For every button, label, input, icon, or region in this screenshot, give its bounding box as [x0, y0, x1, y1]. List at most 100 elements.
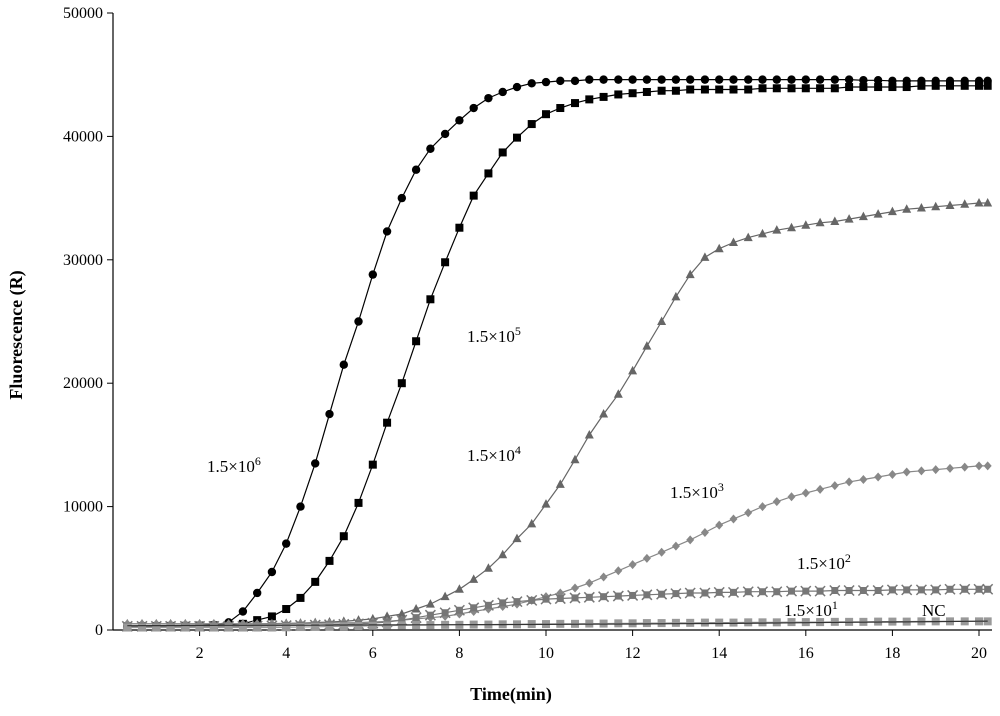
- x-tick-label: 4: [282, 645, 290, 662]
- data-point: [556, 104, 565, 113]
- data-point: [339, 622, 348, 631]
- data-point: [585, 75, 594, 84]
- data-point: [628, 75, 637, 84]
- data-point: [583, 591, 595, 603]
- data-point: [411, 165, 421, 174]
- data-point: [585, 95, 594, 104]
- data-point: [729, 514, 738, 524]
- data-point: [613, 389, 623, 398]
- data-point: [801, 75, 811, 84]
- data-point: [844, 75, 854, 84]
- data-point: [540, 593, 552, 605]
- data-point: [982, 583, 994, 595]
- series-label-3: 1.5×104: [467, 443, 521, 465]
- data-point: [715, 85, 724, 94]
- data-point: [584, 430, 594, 439]
- data-point: [657, 547, 666, 557]
- data-point: [614, 75, 623, 84]
- data-point: [238, 623, 247, 632]
- data-point: [498, 87, 507, 97]
- data-point: [527, 518, 537, 528]
- data-point: [339, 532, 348, 541]
- data-point: [311, 622, 320, 631]
- data-point: [671, 541, 680, 551]
- data-point: [570, 454, 580, 464]
- data-point: [512, 82, 522, 92]
- data-point: [209, 623, 218, 632]
- data-point: [758, 75, 767, 84]
- data-point: [253, 623, 262, 632]
- data-point: [497, 597, 509, 609]
- data-point: [888, 470, 897, 480]
- data-point: [599, 572, 608, 582]
- data-point: [801, 220, 811, 229]
- series-label-5: 1.5×102: [797, 551, 851, 573]
- data-point: [845, 477, 854, 487]
- data-point: [787, 618, 796, 627]
- data-point: [758, 618, 767, 627]
- data-point: [483, 563, 493, 572]
- data-point: [787, 84, 796, 93]
- data-point: [873, 76, 883, 85]
- data-point: [901, 584, 913, 596]
- data-point: [815, 75, 825, 84]
- data-point: [671, 618, 680, 627]
- data-point: [686, 85, 695, 94]
- data-point: [886, 584, 898, 596]
- data-point: [267, 612, 276, 621]
- y-tick-label: 50000: [63, 5, 103, 22]
- data-point: [642, 619, 651, 628]
- data-point: [975, 461, 984, 471]
- data-point: [382, 611, 392, 620]
- data-point: [815, 217, 825, 227]
- data-point: [686, 618, 695, 627]
- data-point: [787, 222, 797, 232]
- data-point: [585, 619, 594, 628]
- data-point: [440, 591, 450, 601]
- series-line: [127, 85, 988, 627]
- data-point: [311, 577, 320, 586]
- data-point: [282, 539, 291, 548]
- data-point: [455, 223, 464, 232]
- data-point: [772, 75, 781, 84]
- data-point: [311, 459, 320, 468]
- series-label-2: 1.5×105: [467, 324, 521, 346]
- data-point: [439, 607, 451, 619]
- data-point: [902, 467, 911, 477]
- data-point: [484, 169, 493, 178]
- data-point: [874, 472, 883, 482]
- data-point: [267, 623, 276, 632]
- data-point: [424, 609, 436, 621]
- data-point: [744, 85, 753, 94]
- data-point: [873, 209, 883, 218]
- data-point: [642, 87, 651, 96]
- data-point: [354, 622, 363, 631]
- data-point: [468, 602, 480, 614]
- data-point: [944, 583, 956, 595]
- data-point: [744, 618, 753, 627]
- data-point: [830, 84, 839, 93]
- data-point: [598, 591, 610, 603]
- data-point: [758, 84, 767, 93]
- data-point: [642, 341, 652, 350]
- data-point: [814, 585, 826, 597]
- data-point: [512, 133, 521, 142]
- data-point: [830, 216, 840, 226]
- data-point: [743, 232, 753, 242]
- data-point: [983, 461, 992, 471]
- data-point: [772, 84, 781, 93]
- data-point: [628, 619, 637, 628]
- data-point: [296, 623, 305, 632]
- series-7: [127, 620, 988, 627]
- data-point: [931, 81, 940, 90]
- series-2: [123, 81, 992, 631]
- data-point: [800, 585, 812, 597]
- data-point: [930, 584, 942, 596]
- data-point: [267, 567, 277, 577]
- data-point: [454, 584, 464, 593]
- data-point: [744, 75, 753, 84]
- x-tick-label: 10: [538, 645, 554, 662]
- data-point: [224, 623, 233, 632]
- data-point: [441, 258, 450, 267]
- data-point: [902, 76, 911, 86]
